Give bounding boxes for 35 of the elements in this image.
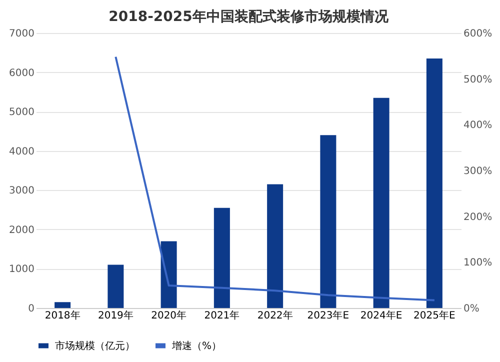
- x-tick-label: 2025年E: [414, 310, 456, 322]
- y-tick-label: 4000: [9, 146, 34, 158]
- line-series: [114, 56, 436, 302]
- y2-tick-label: 200%: [464, 212, 492, 223]
- y2-tick-label: 0%: [464, 304, 480, 314]
- x-tick-label: 2018年: [44, 310, 80, 322]
- bar: [54, 302, 71, 308]
- y-tick-label: 1000: [9, 264, 34, 276]
- y2-tick-label: 600%: [464, 28, 492, 40]
- y-tick-label: 6000: [9, 68, 34, 79]
- y2-tick-label: 500%: [464, 74, 492, 86]
- bar: [108, 264, 124, 308]
- x-tick-label: 2020年: [151, 310, 187, 322]
- chart-title: 2018-2025年中国装配式装修市场规模情况: [108, 8, 390, 25]
- y2-tick-label: 300%: [464, 166, 492, 177]
- y2-tick-label: 400%: [464, 120, 492, 132]
- x-tick-label: 2022年: [257, 310, 293, 322]
- bar: [214, 208, 230, 308]
- y2-tick-label: 100%: [464, 258, 492, 269]
- bar: [267, 184, 284, 308]
- legend-label: 增速（%）: [171, 340, 222, 352]
- bar: [373, 98, 390, 308]
- x-tick-label: 2019年: [98, 310, 134, 322]
- x-tick-label: 2021年: [204, 310, 240, 322]
- bar: [426, 58, 442, 308]
- bar: [320, 135, 336, 308]
- y-tick-label: 3000: [9, 186, 34, 197]
- x-tick-label: 2023年E: [307, 310, 350, 322]
- bar: [160, 241, 177, 308]
- y-tick-label: 2000: [9, 224, 34, 236]
- y-tick-label: 7000: [9, 28, 34, 40]
- y-tick-label: 0: [28, 304, 34, 314]
- y-tick-label: 5000: [9, 107, 34, 118]
- x-tick-label: 2024年E: [360, 310, 402, 322]
- legend-label: 市场规模（亿元）: [55, 340, 135, 352]
